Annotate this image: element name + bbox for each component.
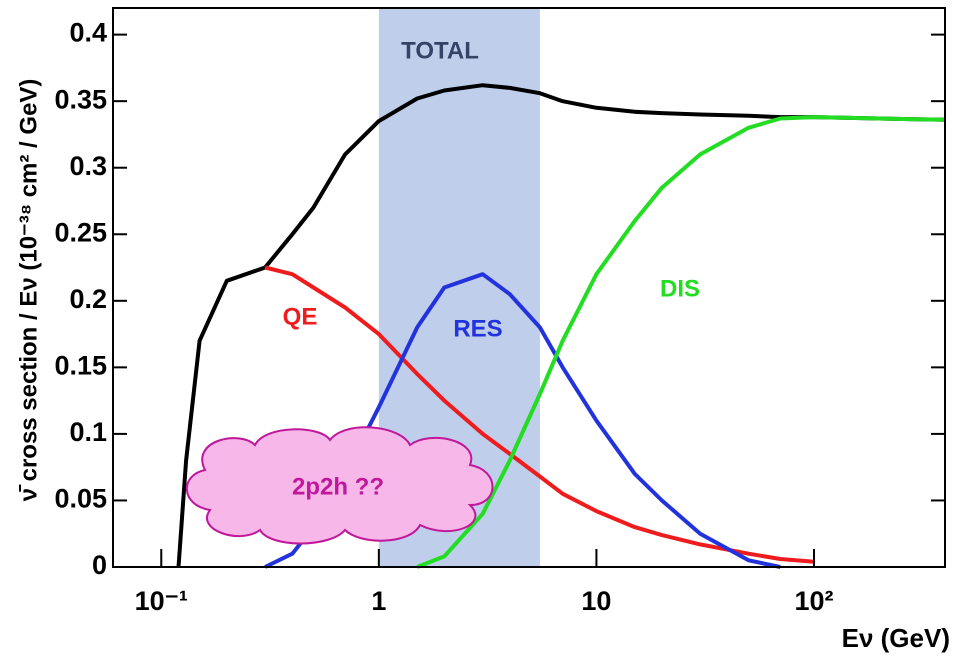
y-tick-label: 0.4	[69, 18, 107, 48]
series-label: TOTAL	[401, 37, 479, 64]
series-label: RES	[453, 315, 502, 342]
cloud: 2p2h ??	[185, 426, 494, 545]
y-tick-label: 0.25	[54, 217, 107, 247]
y-tick-label: 0.15	[54, 350, 107, 380]
y-tick-label: 0.1	[69, 417, 107, 447]
y-tick-label: 0	[92, 550, 107, 580]
x-tick-label: 10	[581, 586, 611, 616]
series-label: DIS	[660, 275, 700, 302]
y-tick-label: 0.05	[54, 484, 107, 514]
y-tick-label: 0.3	[69, 151, 107, 181]
y-tick-label: 0.35	[54, 84, 107, 114]
series-line	[176, 83, 946, 568]
cloud-shape	[185, 426, 494, 545]
x-tick-label: 10²	[794, 586, 833, 616]
y-tick-label: 0.2	[69, 284, 107, 314]
x-tick-label: 10⁻¹	[135, 586, 188, 616]
series-line	[416, 115, 946, 569]
series-line	[264, 265, 815, 564]
y-axis-label: ν̄ cross section / Eν (10⁻³⁸ cm² / GeV)	[15, 79, 42, 502]
series-label: QE	[283, 303, 318, 330]
x-tick-label: 1	[371, 586, 386, 616]
annotation: 2p2h ??	[292, 473, 384, 500]
x-axis-label: Eν (GeV)	[842, 623, 950, 653]
plot-frame	[112, 7, 946, 568]
